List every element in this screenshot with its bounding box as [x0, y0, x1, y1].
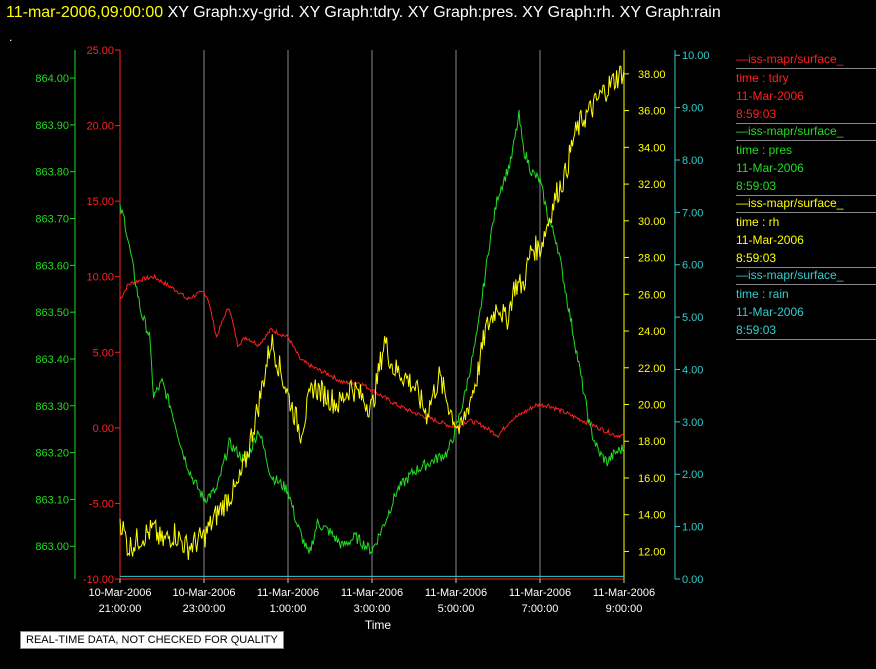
pres-tick-label: 863.40 — [35, 354, 69, 366]
pres-tick-label: 863.20 — [35, 448, 69, 460]
rain-tick-label: 7.00 — [682, 207, 703, 219]
x-tick-label-date: 10-Mar-2006 — [89, 587, 152, 599]
rh-tick-label: 24.00 — [638, 326, 666, 338]
pres-tick-label: 863.50 — [35, 307, 69, 319]
quality-disclaimer: REAL-TIME DATA, NOT CHECKED FOR QUALITY — [20, 631, 284, 649]
x-tick-label-time: 1:00:00 — [270, 603, 307, 615]
rh-tick-label: 36.00 — [638, 106, 666, 118]
legend-date: 11-Mar-2006 — [736, 89, 804, 103]
pres-series-line — [119, 109, 625, 556]
x-tick-label-time: 7:00:00 — [522, 603, 559, 615]
legend-variable: time : pres — [736, 143, 793, 157]
rh-tick-label: 22.00 — [638, 363, 666, 375]
pres-tick-label: 863.30 — [35, 401, 69, 413]
legend-entry: —iss-mapr/surface_time : rain 11-Mar-2006… — [736, 266, 876, 340]
x-axis-label: Time — [365, 618, 392, 632]
x-tick-label-time: 3:00:00 — [354, 603, 391, 615]
tdry-tick-label: 5.00 — [93, 347, 114, 359]
x-tick-label-time: 23:00:00 — [183, 603, 226, 615]
legend-date: 11-Mar-2006 — [736, 161, 804, 175]
tdry-tick-label: 20.00 — [86, 121, 114, 133]
rain-tick-label: 9.00 — [682, 103, 703, 115]
rh-tick-label: 16.00 — [638, 473, 666, 485]
corner-mark: . — [9, 30, 13, 44]
x-tick-label-date: 11-Mar-2006 — [509, 587, 571, 599]
rain-tick-label: 5.00 — [682, 312, 703, 324]
legend-time: 8:59:03 — [736, 177, 876, 196]
tdry-tick-label: 15.00 — [86, 196, 114, 208]
x-tick-label-date: 11-Mar-2006 — [425, 587, 487, 599]
pres-tick-label: 864.00 — [35, 73, 69, 85]
rh-tick-label: 32.00 — [638, 179, 666, 191]
rh-tick-label: 26.00 — [638, 289, 666, 301]
legend-entry: —iss-mapr/surface_time : rh 11-Mar-2006 8:… — [736, 194, 876, 268]
tdry-tick-label: -10.00 — [83, 574, 114, 586]
tdry-series-line — [119, 273, 625, 439]
pres-tick-label: 863.70 — [35, 214, 69, 226]
pres-tick-label: 863.60 — [35, 260, 69, 272]
legend-time: 8:59:03 — [736, 249, 876, 268]
rh-tick-label: 28.00 — [638, 253, 666, 265]
pres-tick-label: 863.90 — [35, 120, 69, 132]
rain-tick-label: 1.00 — [682, 522, 703, 534]
tdry-tick-label: -5.00 — [89, 498, 114, 510]
legend-series-name: —iss-mapr/surface_ — [736, 194, 876, 213]
tdry-tick-label: 10.00 — [86, 272, 114, 284]
rain-tick-label: 4.00 — [682, 364, 703, 376]
rh-tick-label: 12.00 — [638, 546, 666, 558]
rh-tick-label: 34.00 — [638, 142, 666, 154]
x-tick-label-time: 21:00:00 — [99, 603, 142, 615]
x-tick-label-time: 5:00:00 — [438, 603, 475, 615]
legend-variable: time : rh — [736, 215, 780, 229]
tdry-tick-label: 0.00 — [93, 423, 114, 435]
legend-entry: —iss-mapr/surface_time : pres 11-Mar-2006… — [736, 122, 876, 196]
legend-time: 8:59:03 — [736, 321, 876, 340]
rain-tick-label: 6.00 — [682, 260, 703, 272]
x-tick-label-date: 11-Mar-2006 — [593, 587, 655, 599]
x-tick-label-date: 10-Mar-2006 — [173, 587, 236, 599]
header-timestamp: 11-mar-2006,09:00:00 — [6, 4, 164, 21]
rh-tick-label: 30.00 — [638, 216, 666, 228]
rain-tick-label: 10.00 — [682, 50, 710, 62]
rh-tick-label: 14.00 — [638, 510, 666, 522]
chart-header: 11-mar-2006,09:00:00 XY Graph:xy-grid. X… — [6, 4, 721, 22]
legend-time: 8:59:03 — [736, 105, 876, 124]
tdry-tick-label: 25.00 — [86, 45, 114, 57]
legend-series-name: —iss-mapr/surface_ — [736, 266, 876, 285]
pres-tick-label: 863.00 — [35, 541, 69, 553]
legend-series-name: —iss-mapr/surface_ — [736, 122, 876, 141]
rh-tick-label: 20.00 — [638, 400, 666, 412]
x-tick-label-time: 9:00:00 — [606, 603, 643, 615]
pres-tick-label: 863.80 — [35, 167, 69, 179]
rain-tick-label: 8.00 — [682, 155, 703, 167]
rh-tick-label: 18.00 — [638, 436, 666, 448]
legend-series-name: —iss-mapr/surface_ — [736, 50, 876, 69]
rh-series-line — [119, 65, 625, 560]
legend-date: 11-Mar-2006 — [736, 233, 804, 247]
rain-tick-label: 3.00 — [682, 417, 703, 429]
x-tick-label-date: 11-Mar-2006 — [257, 587, 319, 599]
rain-tick-label: 0.00 — [682, 574, 703, 586]
rain-tick-label: 2.00 — [682, 469, 703, 481]
header-titles: XY Graph:xy-grid. XY Graph:tdry. XY Grap… — [167, 4, 721, 21]
legend-date: 11-Mar-2006 — [736, 305, 804, 319]
pres-tick-label: 863.10 — [35, 494, 69, 506]
legend-variable: time : rain — [736, 287, 789, 301]
legend-entry: —iss-mapr/surface_time : tdry 11-Mar-2006… — [736, 50, 876, 124]
x-tick-label-date: 11-Mar-2006 — [341, 587, 403, 599]
rh-tick-label: 38.00 — [638, 69, 666, 81]
legend-variable: time : tdry — [736, 71, 789, 85]
